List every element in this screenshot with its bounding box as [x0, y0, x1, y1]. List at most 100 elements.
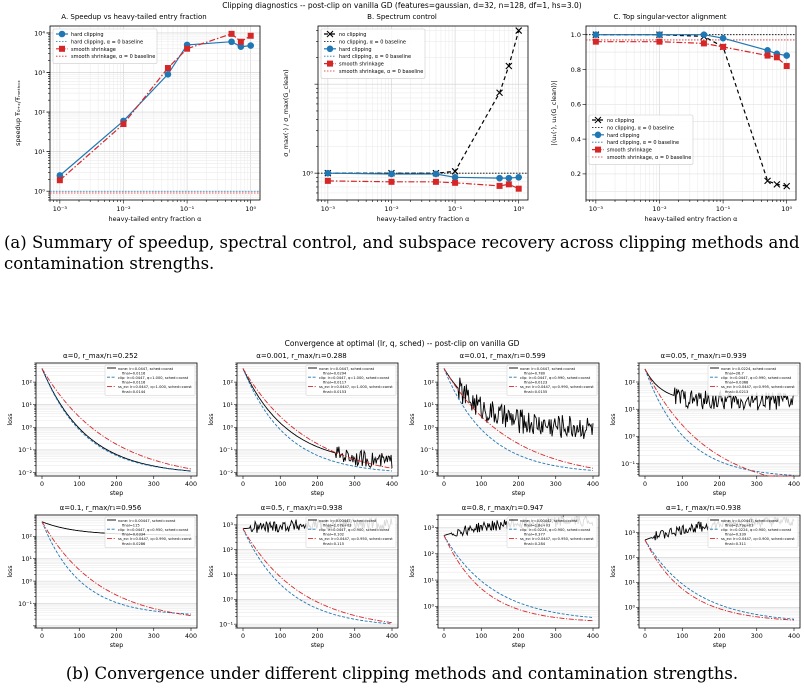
y-tick-label: 10⁻¹	[219, 447, 233, 454]
series-hard-clipping	[324, 169, 523, 182]
y-tick-label: 10⁻¹	[219, 621, 233, 628]
x-axis-label: heavy-tailed entry fraction α	[109, 215, 202, 223]
series-line	[443, 368, 594, 469]
x-tick-label: 400	[185, 633, 197, 640]
y-tick-label: 10²	[222, 379, 233, 386]
legend-label: none: lr=0.00447, sched=const	[721, 519, 779, 523]
legend-label: smooth shrinkage	[71, 47, 116, 53]
x-tick-label: 300	[751, 633, 763, 640]
x-tick-label: 200	[110, 633, 122, 640]
legend-label: hard clipping, α = 0 baseline	[71, 39, 143, 45]
legend-label: ss_ev: lr=0.0447, q=0.995, sched=const	[721, 385, 795, 389]
x-tick-label: 10⁰	[513, 205, 524, 213]
legend-label: none: lr=0.0447, sched=const	[118, 367, 174, 371]
series-clip	[644, 539, 795, 620]
legend-label: no clipping	[607, 118, 634, 124]
x-tick-label: 100	[274, 633, 286, 640]
x-tick-label: 100	[676, 633, 688, 640]
data-point-marker	[592, 31, 600, 38]
data-point-marker	[656, 38, 663, 45]
y-axis-label: speedup Ŧ₀₊ₓ/Ŧₘₑₜₕₒₓ	[14, 80, 22, 146]
chart-panel-alignment: C. Top singular-vector alignment 10⁻³ 10⁻²…	[536, 13, 804, 223]
chart-title: α=0.8, r_max/r₁=0.947	[461, 504, 544, 512]
chart-title: α=0, r_max/r₁=0.252	[63, 352, 138, 360]
loss-panel-alpha-0.001: α=0.001, r_max/r₁=0.288 0 100 200 300 400 10⁻²…	[201, 352, 402, 502]
legend-label: final=0.0116	[122, 371, 146, 375]
figure-a-caption: (a) Summary of speedup, spectral control…	[4, 233, 800, 273]
x-tick-label: 0	[643, 633, 647, 640]
data-point-marker	[773, 54, 780, 61]
legend-label: hard clipping	[339, 47, 372, 53]
data-point-marker	[324, 177, 331, 184]
legend-box	[506, 516, 598, 548]
series-ss_ev	[242, 368, 393, 469]
y-tick-label: 10¹	[423, 577, 434, 584]
x-tick-label: 300	[751, 481, 763, 488]
x-tick-label: 100	[475, 633, 487, 640]
legend-label: clip: lr=0.0447, q=0.990, sched=const	[520, 376, 591, 380]
data-point-marker	[783, 63, 790, 70]
legend-label: final=115	[122, 523, 140, 527]
x-tick-label: 10⁻³	[321, 205, 336, 213]
y-tick-label: 10⁻¹	[18, 447, 32, 454]
series-line	[41, 521, 192, 617]
data-point-marker	[451, 167, 459, 175]
data-point-marker	[783, 182, 791, 190]
series-ss_ev	[644, 539, 795, 621]
loss-panel-alpha-0.8: α=0.8, r_max/r₁=0.947 0 100 200 300 400 10⁰ 10¹…	[402, 504, 603, 654]
legend-label: final=0.115	[323, 542, 344, 546]
chart-title: A. Speedup vs heavy-tailed entry fractio…	[61, 13, 207, 21]
data-point-marker	[505, 62, 513, 70]
x-tick-label: 0	[442, 481, 446, 488]
legend-label: final=0.0213	[725, 390, 748, 394]
x-tick-label: 100	[73, 633, 85, 640]
legend-label: final=0.102	[323, 533, 344, 537]
y-axis-label: loss	[208, 565, 215, 577]
legend-label: final=26.7	[725, 371, 744, 375]
x-axis-label: step	[311, 642, 325, 649]
y-tick-label: 10²	[21, 379, 32, 386]
x-tick-label: 10⁰	[245, 205, 256, 213]
series-smooth-shrinkage	[592, 38, 790, 70]
y-tick-label: 10⁰	[423, 604, 434, 611]
x-tick-label: 300	[148, 481, 160, 488]
y-tick-label: 10²	[624, 555, 635, 562]
plot-frame	[317, 25, 529, 201]
data-point-marker	[247, 32, 254, 39]
y-tick-label: 10²	[423, 551, 434, 558]
y-tick-label: 0.2	[571, 170, 581, 178]
legend-label: ss_ev: lr=0.0447, q=0.990, sched=const	[520, 385, 594, 389]
legend-label: final=0.377	[524, 533, 545, 537]
y-tick-label: 10⁴	[34, 29, 45, 37]
series-line	[443, 535, 594, 618]
data-point-marker	[764, 52, 771, 59]
data-point-marker	[700, 40, 707, 47]
loss-panel-alpha-1: α=1, r_max/r₁=0.938 0 100 200 300 400 10⁰ 10¹ 10…	[603, 504, 804, 654]
series-line	[41, 368, 191, 472]
data-point-marker	[184, 45, 191, 52]
legend-box	[320, 28, 426, 79]
y-tick-label: 10¹	[222, 402, 233, 409]
y-tick-label: 10³	[34, 69, 45, 77]
legend-label: final=0.0144	[122, 390, 146, 394]
data-point-marker	[496, 89, 503, 97]
y-tick-label: 10⁰	[21, 425, 32, 432]
data-point-marker	[432, 178, 439, 185]
x-tick-label: 10⁻²	[384, 205, 399, 213]
series-hard-clipping	[56, 38, 255, 179]
series-line	[443, 368, 594, 471]
y-axis-label: loss	[208, 413, 215, 425]
series-line	[644, 368, 795, 476]
y-tick-label: 10⁰	[423, 425, 434, 432]
chart-svg: 0 100 200 300 400 10⁰ 10¹ 10² 10³ step loss none: l…	[409, 514, 600, 649]
legend: none: lr=0.0224, sched=constfinal=26.7cl…	[707, 364, 799, 396]
x-tick-label: 10⁻²	[652, 205, 667, 213]
series-none	[443, 368, 594, 439]
figure-a-suptitle: Clipping diagnostics -- post-clip on van…	[222, 1, 582, 10]
series-line	[242, 528, 392, 625]
legend-label: clip: lr=0.0224, q=0.900, sched=const	[721, 528, 792, 532]
chart-title: α=0.05, r_max/r₁=0.939	[660, 352, 747, 360]
legend-label: final=0.339	[725, 533, 747, 537]
legend: none: lr=0.0447, sched=constfinal=0.780c…	[506, 364, 598, 396]
series-line	[242, 368, 393, 469]
